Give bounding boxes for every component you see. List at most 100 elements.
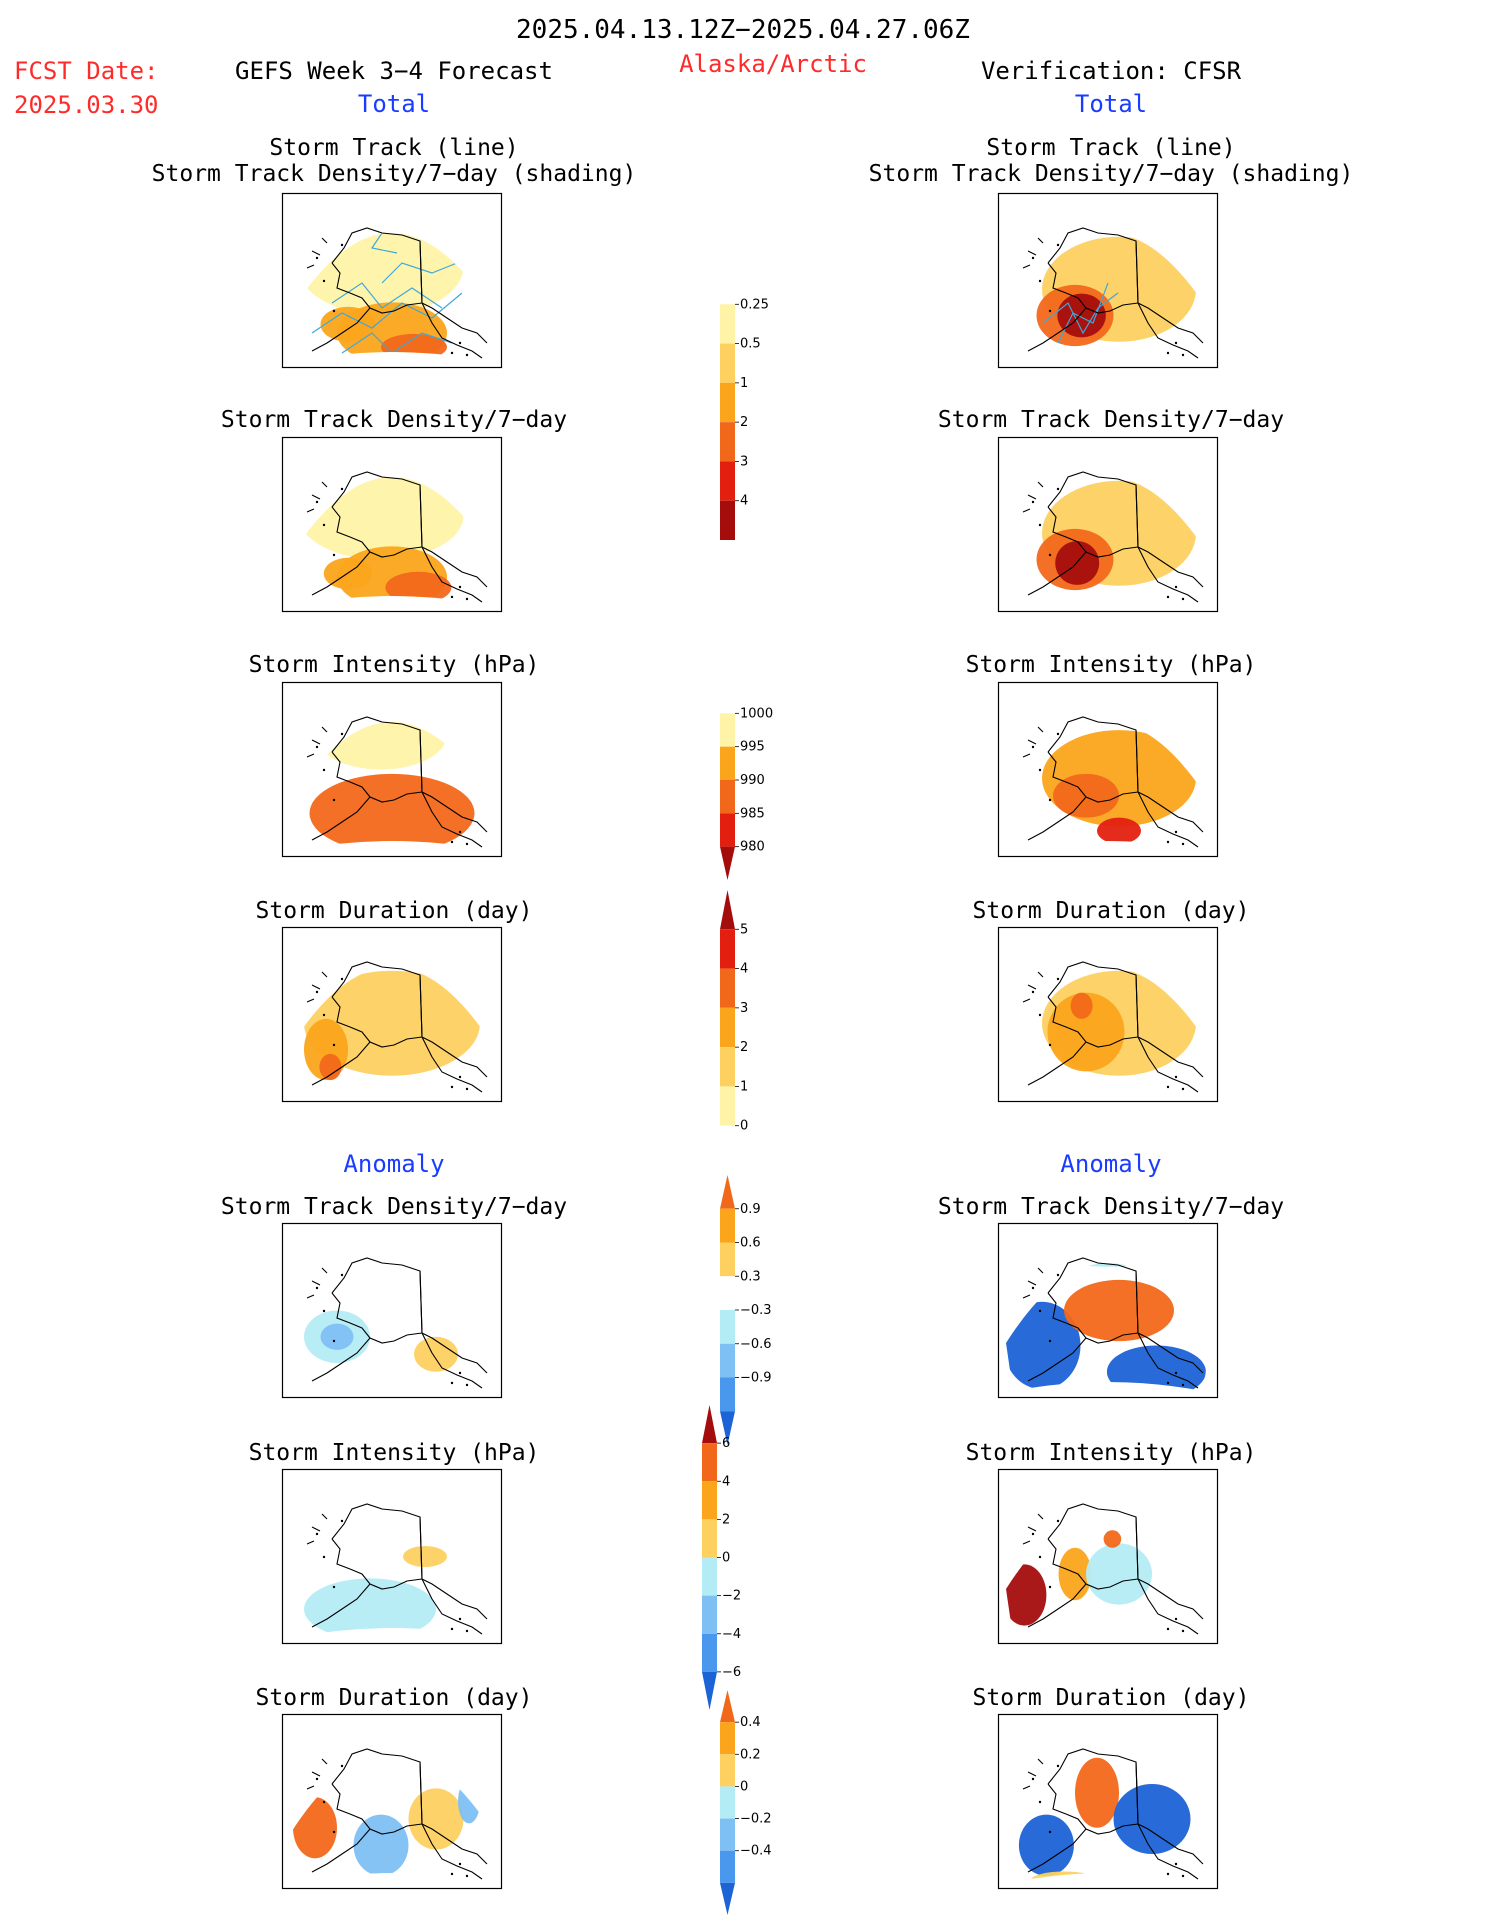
colorbar-swatch — [720, 304, 735, 344]
colorbar-swatch — [720, 1722, 735, 1755]
shaded-region — [1042, 1263, 1174, 1267]
panel-frame — [997, 436, 1219, 613]
gefs-total-density — [281, 436, 503, 613]
panel-frame — [281, 681, 503, 858]
colorbar-tick-label: 0 — [722, 1551, 730, 1566]
colorbar-tick-label: 2 — [740, 1040, 748, 1055]
colorbar-tick-label: 1000 — [740, 706, 773, 721]
panel-title: Storm Duration (day) — [256, 898, 533, 924]
colorbar-swatch — [720, 780, 735, 814]
colorbar-swatch — [720, 1242, 735, 1277]
colorbar-swatch — [720, 265, 735, 305]
colorbar-swatch — [720, 1086, 735, 1126]
shaded-region — [359, 1487, 425, 1505]
colorbar-tick-label: 985 — [740, 806, 765, 821]
colorbar-swatch — [720, 382, 735, 423]
intensity-colorbar: 1000 995 990 985 980 — [720, 680, 773, 880]
shaded-region — [1018, 1814, 1074, 1876]
colorbar-tick-label: 0.5 — [740, 337, 761, 352]
cfsr-total-intensity — [997, 681, 1219, 858]
colorbar-swatch — [720, 1175, 735, 1209]
shaded-region — [1064, 1279, 1174, 1342]
colorbar-tick-label: −6 — [722, 1665, 741, 1680]
duration-anomaly-colorbar: 0.4 0.2 0 −0.2 −0.4 — [720, 1690, 772, 1915]
colorbar-tick-label: 5 — [740, 922, 748, 937]
colorbar-tick-label: 4 — [722, 1474, 730, 1489]
fcst-date-label: FCST Date: — [14, 57, 159, 85]
track-density-colorbar: 0.25 0.5 1 2 3 4 — [720, 265, 769, 540]
colorbar-swatch — [720, 1377, 735, 1412]
colorbar-tick-label: 4 — [740, 962, 748, 977]
gefs-total-duration — [281, 926, 503, 1103]
colorbar-tick-label: −0.6 — [740, 1337, 772, 1352]
colorbars: 0.250.5123410009959909859805432100.90.60… — [702, 265, 773, 1915]
gefs-total-track — [281, 192, 503, 369]
colorbar-tick-label: 0.2 — [740, 1747, 761, 1762]
panel-frame — [281, 926, 503, 1103]
panel-frame — [281, 1222, 503, 1399]
colorbar-tick-label: 3 — [740, 454, 748, 469]
cfsr-anom-intensity — [997, 1468, 1219, 1645]
shaded-region — [1055, 541, 1100, 585]
intensity-anomaly-colorbar: 6 4 2 0 −2 −4 −6 — [702, 1405, 741, 1710]
colorbar-swatch — [702, 1443, 717, 1482]
panel-frame — [997, 681, 1219, 858]
shaded-region — [304, 1578, 436, 1637]
shaded-region — [1097, 817, 1141, 844]
colorbar-swatch — [720, 1411, 735, 1445]
colorbar-tick-label: −2 — [722, 1589, 741, 1604]
fcst-date-value: 2025.03.30 — [14, 91, 159, 119]
panel-title: Storm Duration (day) — [973, 898, 1250, 924]
colorbar-tick-label: 995 — [740, 740, 765, 755]
colorbar-swatch — [720, 1754, 735, 1787]
colorbar-swatch — [720, 422, 735, 462]
colorbar-swatch — [720, 1047, 735, 1087]
panel-title: Storm Duration (day) — [973, 1685, 1250, 1711]
colorbar-tick-label: 0.3 — [740, 1269, 761, 1284]
gefs-anom-density — [281, 1222, 503, 1399]
density-anomaly-colorbar: 0.9 0.6 0.3 −0.3 −0.6 −0.9 — [720, 1175, 772, 1445]
colorbar-swatch — [702, 1557, 717, 1596]
colorbar-swatch — [720, 846, 735, 880]
colorbar-swatch — [720, 813, 735, 847]
panel-title: Storm Track Density/7−day (shading) — [869, 161, 1354, 187]
cfsr-total-track — [997, 192, 1219, 369]
colorbar-swatch — [702, 1633, 717, 1672]
shaded-region — [385, 571, 452, 604]
duration-colorbar: 5 4 3 2 1 0 — [720, 890, 748, 1165]
gefs-anom-duration — [281, 1713, 503, 1890]
shaded-region — [320, 306, 376, 342]
cfsr-total-density — [997, 436, 1219, 613]
panel-frame — [997, 1713, 1219, 1890]
panel-title: Storm Track Density/7−day — [938, 407, 1284, 433]
shaded-region — [458, 1779, 480, 1824]
cfsr-anom-duration — [997, 1713, 1219, 1890]
colorbar-swatch — [702, 1405, 717, 1444]
shaded-region — [1031, 1871, 1097, 1882]
shaded-region — [1103, 1530, 1122, 1548]
colorbar-swatch — [720, 890, 735, 930]
shaded-region — [408, 1788, 464, 1850]
panel-title: Storm Track (line) — [269, 135, 518, 161]
colorbar-tick-label: 0.6 — [740, 1236, 761, 1251]
panel-frame — [281, 436, 503, 613]
shaded-region — [1057, 293, 1106, 338]
shaded-region — [414, 1336, 458, 1372]
panel-title: Storm Track Density/7−day — [938, 1194, 1284, 1220]
colorbar-swatch — [720, 500, 735, 540]
anomaly-label-right: Anomaly — [1060, 1150, 1161, 1178]
panel-frame — [281, 1713, 503, 1890]
shaded-region — [403, 1546, 447, 1567]
panel-frame — [997, 192, 1219, 369]
shaded-region — [1075, 1757, 1119, 1828]
colorbar-tick-label: 0.25 — [740, 297, 769, 312]
colorbar-tick-label: −4 — [722, 1627, 741, 1642]
colorbar-swatch — [720, 1125, 735, 1165]
colorbar-tick-label: −0.2 — [740, 1812, 772, 1827]
colorbar-swatch — [720, 746, 735, 780]
shaded-region — [1070, 992, 1093, 1019]
shaded-region — [370, 1723, 436, 1741]
shaded-region — [293, 1797, 337, 1859]
colorbar-swatch — [720, 713, 735, 747]
